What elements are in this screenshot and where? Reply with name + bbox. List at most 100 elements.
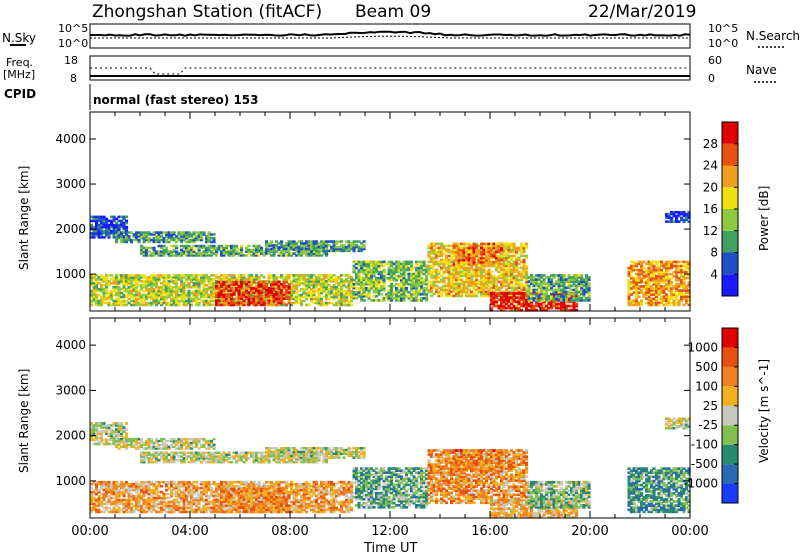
echo-cell-8	[470, 254, 474, 258]
echo-cell-4	[152, 287, 156, 291]
echo-cell-11	[652, 272, 656, 276]
echo-cell-4	[187, 283, 191, 287]
echo-cell-7	[512, 270, 516, 274]
echo-cell-4	[180, 289, 184, 293]
echo-cell-11	[667, 260, 671, 264]
nsky-nsearch-panel: N.Sky 10^5 10^0 10^5 10^0 N.Search	[2, 22, 800, 50]
echo-cell-11	[672, 293, 676, 296]
echo-cell-12	[677, 212, 681, 216]
echo-cell-4	[105, 295, 109, 299]
echo-cell-11	[632, 287, 636, 290]
echo-cell-4	[317, 297, 321, 301]
echo-cell-10	[552, 296, 556, 300]
echo-cell-4	[302, 274, 306, 277]
echo-cell-6	[397, 268, 401, 272]
echo-cell-10	[527, 284, 531, 288]
echo-cell-4	[325, 282, 329, 285]
echo-cell-4	[325, 276, 329, 279]
echo-cell-4	[295, 283, 299, 287]
echo-cell-10	[577, 290, 581, 294]
echo-cell-8	[487, 244, 491, 248]
echo-cell-4	[237, 278, 241, 281]
echo-cell-4	[127, 291, 131, 295]
echo-cell-7	[477, 274, 481, 278]
echo-cell-7	[437, 280, 441, 284]
echo-cell-4	[167, 303, 171, 307]
echo-cell-3	[300, 245, 304, 249]
echo-cell-4	[137, 276, 141, 279]
echo-cell-7	[515, 262, 519, 266]
echo-cell-4	[290, 280, 294, 283]
echo-cell-6	[395, 268, 399, 272]
echo-cell-7	[525, 254, 529, 258]
echo-cell-0	[105, 234, 109, 237]
echo-cell-11	[657, 279, 661, 282]
echo-cell-4	[277, 276, 281, 279]
echo-cell-3	[347, 249, 351, 253]
echo-cell-3	[285, 242, 289, 245]
echo-cell-7	[462, 264, 466, 268]
echo-cell-2	[220, 254, 224, 257]
echo-cell-4	[315, 299, 319, 303]
echo-cell-8	[490, 252, 494, 256]
echo-cell-11	[630, 266, 634, 270]
echo-cell-11	[682, 264, 686, 268]
echo-cell-4	[135, 297, 139, 301]
echo-cell-11	[687, 303, 691, 307]
echo-cell-7	[472, 294, 476, 298]
echo-cell-8	[477, 252, 481, 256]
echo-cell-9	[567, 298, 571, 302]
echo-cell-4	[317, 291, 321, 295]
echo-cell-4	[300, 276, 304, 279]
echo-cell-0	[122, 426, 126, 429]
echo-cell-4	[312, 278, 316, 281]
echo-cell-4	[345, 299, 349, 303]
echo-cell-11	[672, 303, 676, 307]
echo-cell-7	[457, 278, 461, 282]
echo-cell-8	[480, 254, 484, 258]
echo-cell-1	[165, 231, 169, 234]
echo-cell-0	[117, 428, 121, 431]
echo-cell-6	[392, 266, 396, 270]
echo-cell-7	[435, 276, 439, 280]
echo-cell-2	[290, 252, 294, 255]
echo-cell-0	[95, 424, 99, 427]
echo-cell-4	[167, 276, 171, 279]
echo-cell-7	[462, 256, 466, 260]
echo-cell-5	[267, 303, 271, 307]
echo-cell-4	[342, 297, 346, 301]
echo-cell-1	[160, 235, 164, 238]
echo-cell-0	[97, 442, 101, 446]
echo-cell-11	[657, 301, 661, 305]
echo-cell-11	[677, 291, 681, 294]
echo-cell-7	[522, 250, 526, 254]
echo-cell-0	[100, 436, 104, 440]
echo-cell-7	[512, 268, 516, 272]
echo-cell-4	[200, 282, 204, 285]
echo-cell-4	[170, 278, 174, 281]
echo-cell-3	[322, 240, 326, 243]
echo-cell-7	[430, 266, 434, 270]
echo-cell-4	[152, 278, 156, 281]
echo-cell-4	[307, 280, 311, 283]
echo-cell-1	[202, 233, 206, 236]
echo-cell-7	[492, 256, 496, 260]
echo-cell-4	[322, 295, 326, 299]
echo-cell-1	[117, 443, 121, 447]
echo-cell-4	[285, 274, 289, 277]
echo-cell-5	[275, 303, 279, 307]
echo-cell-4	[247, 276, 251, 279]
echo-cell-6	[387, 284, 391, 288]
echo-cell-5	[240, 303, 244, 307]
echo-cell-4	[130, 278, 134, 281]
echo-cell-4	[170, 291, 174, 295]
echo-cell-5	[227, 295, 231, 298]
echo-cell-7	[520, 254, 524, 258]
echo-cell-12	[680, 211, 684, 214]
echo-cell-1	[207, 238, 211, 242]
echo-cell-6	[410, 297, 414, 300]
echo-cell-10	[582, 282, 586, 286]
echo-cell-2	[172, 244, 176, 248]
echo-cell-7	[497, 290, 501, 294]
echo-cell-1	[145, 236, 149, 240]
